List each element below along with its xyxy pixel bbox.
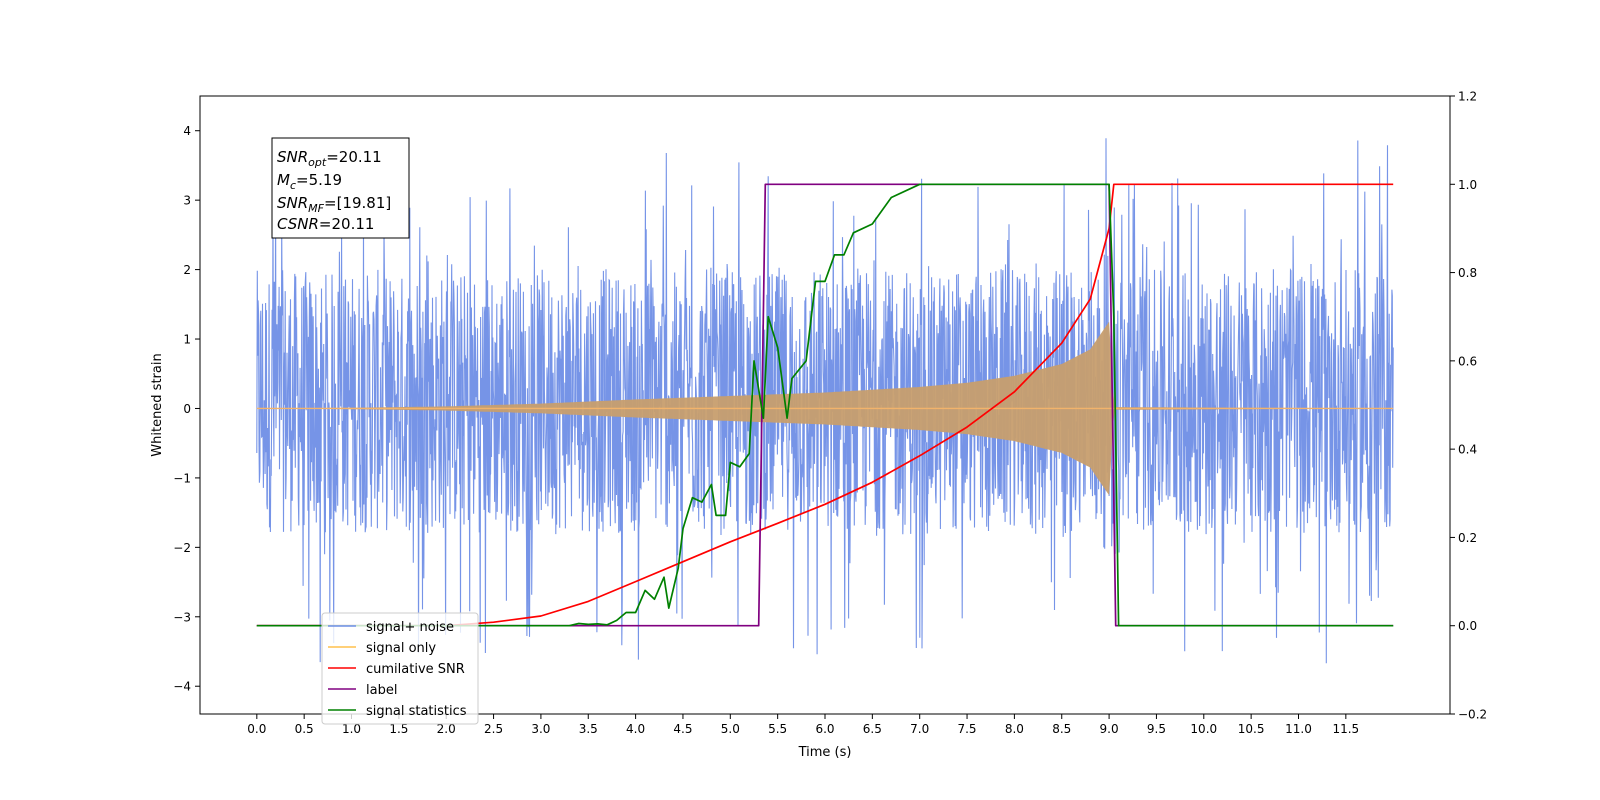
x-axis: 0.0 0.5 1.0 1.5 2.0 2.5 3.0 3.5 4.0 4.5 5.0 5.5 6.0 6… (247, 714, 1359, 736)
x-tick-label: 10.5 (1238, 722, 1265, 736)
annotation-frame (271, 137, 410, 239)
x-tick-label: 5.5 (768, 722, 787, 736)
y-right-tick-label: 1.2 (1458, 90, 1477, 104)
y-right-tick-label: 0.6 (1458, 354, 1477, 368)
y-left-tick-label: −4 (173, 680, 191, 694)
x-tick-label: 6.5 (863, 722, 882, 736)
x-tick-label: 8.5 (1052, 722, 1071, 736)
legend-label-cumulative-snr: cumilative SNR (366, 662, 465, 677)
y-right-tick-label: 0.4 (1458, 443, 1477, 457)
legend-frame (321, 612, 479, 725)
series-layer (256, 138, 1394, 664)
x-tick-label: 9.5 (1147, 722, 1166, 736)
x-tick-label: 11.5 (1332, 722, 1359, 736)
x-tick-label: 5.0 (721, 722, 740, 736)
annotation-box: SNRopt=20.11 Mc=5.19 SNRMF=[19.81] CSNR=… (271, 137, 410, 239)
x-tick-label: 11.0 (1285, 722, 1312, 736)
y-right-tick-label: 0.2 (1458, 531, 1477, 545)
y-left-tick-label: 2 (183, 263, 191, 277)
x-tick-label: 3.5 (579, 722, 598, 736)
y-left-tick-label: 0 (183, 402, 191, 416)
x-tick-label: 0.0 (247, 722, 266, 736)
x-tick-label: 9.0 (1100, 722, 1119, 736)
annotation-snr-opt: SNRopt=20.11 (277, 148, 382, 169)
annotation-csnr: CSNR=20.11 (277, 215, 374, 233)
legend-label-signal-only: signal only (366, 641, 436, 656)
x-tick-label: 7.5 (957, 722, 976, 736)
series-cumulative-snr-line (256, 183, 1394, 627)
y-right-tick-label: −0.2 (1458, 708, 1487, 722)
y-right-tick-label: 1.0 (1458, 178, 1477, 192)
y-right-tick-label: 0.0 (1458, 619, 1477, 633)
x-tick-label: 10.0 (1190, 722, 1217, 736)
legend-label-signal-noise: signal+ noise (366, 620, 454, 635)
annotation-chirp-mass: Mc=5.19 (277, 171, 342, 192)
y-left-tick-label: 4 (183, 124, 191, 138)
x-tick-label: 3.0 (531, 722, 550, 736)
x-tick-label: 4.5 (673, 722, 692, 736)
x-tick-label: 2.5 (484, 722, 503, 736)
y-axis-label-left: Whitened strain (150, 353, 165, 456)
legend-label-label: label (366, 683, 397, 698)
x-tick-label: 1.0 (342, 722, 361, 736)
y-right-tick-label: 0.8 (1458, 266, 1477, 280)
legend-label-signal-statistics: signal statistics (366, 704, 467, 719)
x-tick-label: 0.5 (295, 722, 314, 736)
y-left-tick-label: −2 (173, 541, 191, 555)
legend: signal+ noise signal only cumilative SNR… (321, 612, 479, 725)
annotation-snr-mf: SNRMF=[19.81] (277, 194, 391, 215)
y-left-tick-label: −1 (173, 471, 191, 485)
x-tick-label: 2.0 (437, 722, 456, 736)
y-left-tick-label: 3 (183, 194, 191, 208)
series-signal-noise-line (256, 138, 1394, 664)
x-axis-label: Time (s) (798, 745, 852, 760)
x-tick-label: 6.0 (815, 722, 834, 736)
y-axis-right: 1.2 1.0 0.8 0.6 0.4 0.2 0.0 −0.2 (1450, 90, 1487, 722)
y-left-tick-label: −3 (173, 610, 191, 624)
x-tick-label: 4.0 (626, 722, 645, 736)
series-signal-statistics-line (256, 183, 1394, 627)
x-tick-label: 8.0 (1005, 722, 1024, 736)
x-tick-label: 1.5 (389, 722, 408, 736)
x-tick-label: 7.0 (910, 722, 929, 736)
y-axis-left: 4 3 2 1 0 −1 −2 −3 −4 (173, 124, 200, 694)
y-left-tick-label: 1 (183, 333, 191, 347)
